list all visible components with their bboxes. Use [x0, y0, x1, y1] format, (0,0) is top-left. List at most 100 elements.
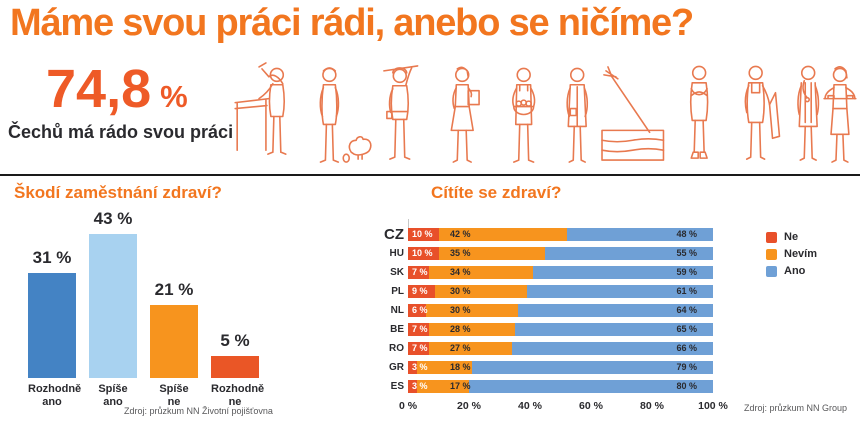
segment-nevím [429, 266, 534, 279]
segment-nevím [438, 228, 567, 241]
segment-ano [511, 342, 713, 355]
farmer-woman-with-hen-figure [319, 67, 340, 163]
segment-value-label: 27 % [450, 343, 471, 353]
segment-ano [533, 266, 713, 279]
bar-category-label: Spíše ne [159, 383, 189, 408]
stacked-bar: 9 % 30 % 61 % [408, 285, 713, 298]
bar-column: 21 % [150, 280, 198, 378]
segment-ano [545, 247, 713, 260]
segment-value-label: 42 % [450, 229, 471, 239]
segment-value-label: 18 % [450, 362, 471, 372]
section-divider [0, 174, 860, 176]
segment-value-label: 80 % [676, 381, 697, 391]
bar-column: 5 % [211, 331, 259, 378]
axis-tick-label: 40 % [518, 400, 542, 412]
legend-swatch [766, 248, 777, 260]
segment-value-label: 34 % [450, 267, 471, 277]
segment-value-label: 30 % [450, 286, 471, 296]
legend-item: Ne [766, 231, 817, 243]
bar-value-label: 21 % [154, 280, 194, 299]
segment-value-label: 66 % [676, 343, 697, 353]
bar-value-label: 43 % [93, 209, 133, 228]
country-row: HU 10 % 35 % 55 % [368, 247, 713, 260]
segment-ano [566, 228, 713, 241]
workers-illustration [234, 62, 857, 163]
nurse-figure [566, 67, 589, 163]
segment-value-label: 35 % [450, 248, 471, 258]
country-label: SK [390, 267, 404, 278]
hen-icon [342, 136, 372, 163]
bar-chart-categories: Rozhodně ano Spíše ano Spíše ne Rozhodně ne [28, 383, 264, 408]
legend-label: Ano [784, 265, 806, 277]
country-label: NL [390, 305, 404, 316]
segment-nevím [435, 285, 527, 298]
segment-value-label: 6 % [412, 305, 428, 315]
bar-value-label: 31 % [32, 248, 72, 267]
segment-ano [468, 380, 713, 393]
segment-value-label: 79 % [676, 362, 697, 372]
right-chart-source: Zdroj: průzkum NN Group [744, 403, 848, 413]
country-label: ES [390, 381, 404, 392]
segment-value-label: 61 % [676, 286, 697, 296]
country-label: GR [389, 362, 404, 373]
businesswoman-with-clipboard-figure [450, 66, 480, 163]
legend-item: Ano [766, 265, 817, 277]
mechanic-figure [744, 65, 781, 160]
segment-ne [408, 247, 439, 260]
waitress-with-tray-figure [823, 66, 857, 163]
bar [150, 305, 198, 378]
segment-value-label: 17 % [450, 381, 471, 391]
bar-column: 31 % [28, 248, 76, 378]
axis-tick-label: 60 % [579, 400, 603, 412]
axis-tick-label: 20 % [457, 400, 481, 412]
segment-ne [408, 285, 436, 298]
zero-axis-tick [408, 219, 409, 228]
country-label: HU [389, 248, 404, 259]
segment-ano [514, 323, 713, 336]
headline-statistic: 74,8 % [46, 62, 188, 116]
segment-ano [517, 304, 713, 317]
stat-value: 74,8 [46, 59, 152, 119]
segment-value-label: 7 % [412, 343, 428, 353]
segment-nevím [417, 380, 469, 393]
stacked-bar: 7 % 27 % 66 % [408, 342, 713, 355]
construction-worker-figure [383, 65, 419, 160]
craftsman-at-workbench-figure [234, 62, 287, 155]
segment-value-label: 10 % [412, 248, 433, 258]
segment-ano [472, 361, 713, 374]
segment-value-label: 3 % [412, 362, 428, 372]
segment-value-label: 7 % [412, 267, 428, 277]
segment-ne [408, 361, 418, 374]
axis-tick-label: 100 % [698, 400, 728, 412]
right-chart-title: Cítíte se zdraví? [431, 183, 562, 202]
stacked-chart-rows: CZ 10 % 42 % 48 % HU 10 % 35 % 55 % SK 7 % 34 % 59 … [368, 226, 713, 399]
segment-nevím [429, 342, 512, 355]
segment-value-label: 65 % [676, 324, 697, 334]
segment-value-label: 55 % [676, 248, 697, 258]
country-row: CZ 10 % 42 % 48 % [368, 226, 713, 243]
axis-tick-label: 80 % [640, 400, 664, 412]
left-chart-title: Škodí zaměstnání zdraví? [14, 183, 222, 202]
bar-category-label: Rozhodně ano [28, 383, 82, 408]
stacked-bar: 10 % 35 % 55 % [408, 247, 713, 260]
segment-ne [408, 228, 439, 241]
bar [89, 234, 137, 378]
bar-column: 43 % [89, 209, 137, 378]
segment-value-label: 7 % [412, 324, 428, 334]
segment-value-label: 3 % [412, 381, 428, 391]
country-row: NL 6 % 30 % 64 % [368, 304, 713, 317]
stacked-bar: 7 % 34 % 59 % [408, 266, 713, 279]
segment-nevím [426, 304, 518, 317]
legend-item: Nevím [766, 248, 817, 260]
segment-ne [408, 323, 430, 336]
segment-nevím [438, 247, 546, 260]
bar-category-label: Spíše ano [98, 383, 128, 408]
grocer-with-basket-figure [512, 67, 536, 163]
segment-value-label: 9 % [412, 286, 428, 296]
bar-value-label: 5 % [220, 331, 250, 350]
segment-ano [526, 285, 713, 298]
bar [211, 356, 259, 378]
stacked-bar: 10 % 42 % 48 % [408, 228, 713, 241]
segment-value-label: 64 % [676, 305, 697, 315]
stacked-bar: 3 % 17 % 80 % [408, 380, 713, 393]
